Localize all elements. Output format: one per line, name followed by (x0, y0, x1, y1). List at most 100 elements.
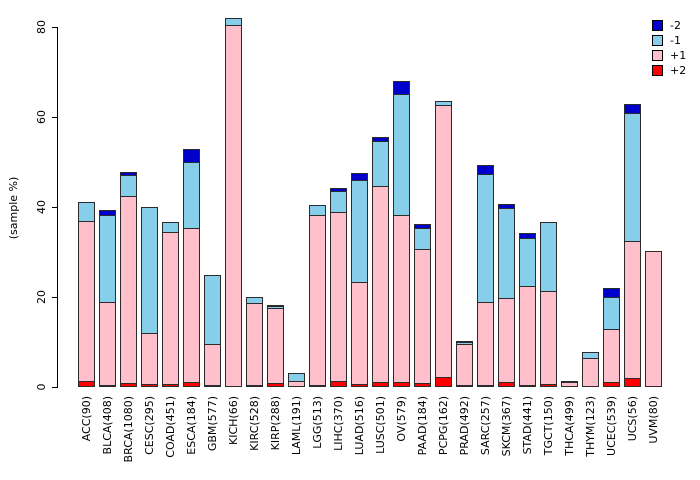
x-label-ACC(90): ACC(90) (79, 396, 93, 442)
legend-entry-+1: +1 (652, 48, 690, 62)
bar-PAAD(184) (413, 224, 431, 387)
bar-segment--2 (455, 341, 473, 344)
x-label-PAAD(184): PAAD(184) (415, 396, 429, 456)
y-tick-label-80: 80 (35, 20, 48, 34)
legend-entry-+2: +2 (652, 63, 690, 77)
bar-segment-+1 (266, 309, 284, 384)
legend-label--1: -1 (670, 33, 681, 47)
bar-SARC(257) (476, 165, 494, 387)
x-label-CESC(295): CESC(295) (142, 396, 156, 455)
bar-segment-+1 (308, 216, 326, 386)
legend: -2 -1 +1 +2 (652, 18, 690, 78)
x-label-LUSC(501): LUSC(501) (373, 396, 387, 454)
bar-segment-+2 (350, 385, 368, 387)
bar-segment-+1 (98, 302, 116, 386)
x-label-ESCA(184): ESCA(184) (184, 396, 198, 455)
bar-segment-+2 (371, 383, 389, 387)
x-label-LIHC(370): LIHC(370) (331, 396, 345, 451)
bar-STAD(441) (518, 233, 536, 387)
bar-segment-+2 (140, 385, 158, 387)
bar-segment--2 (350, 172, 368, 181)
bar-segment-+2 (455, 386, 473, 387)
bar-segment--2 (371, 136, 389, 143)
y-tick-label-40: 40 (35, 200, 48, 214)
bar-KIRC(528) (245, 297, 263, 387)
bar-ACC(90) (77, 201, 95, 387)
legend-entry--2: -2 (652, 18, 690, 32)
bar-segment-+2 (77, 382, 95, 387)
bar-BRCA(1080) (119, 171, 137, 387)
bar-segment-+1 (203, 345, 221, 386)
bar-segment-+2 (602, 383, 620, 387)
y-tick-label-60: 60 (35, 110, 48, 124)
bar-segment-+1 (602, 329, 620, 384)
bar-LAML(191) (287, 373, 305, 387)
x-label-GBM(577): GBM(577) (205, 396, 219, 452)
bar-segment--1 (476, 175, 494, 303)
bar-segment--2 (476, 165, 494, 176)
x-label-LGG(513): LGG(513) (310, 396, 324, 449)
y-tick-40 (52, 207, 57, 208)
bar-KIRP(288) (266, 305, 284, 387)
bar-segment-+2 (203, 386, 221, 387)
bar-segment--1 (560, 381, 578, 384)
x-label-PCPG(162): PCPG(162) (436, 396, 450, 456)
bar-segment--2 (329, 188, 347, 193)
bar-segment-+2 (182, 383, 200, 387)
bar-segment-+2 (518, 385, 536, 387)
bar-GBM(577) (203, 274, 221, 387)
bar-segment--1 (140, 207, 158, 335)
bar-segment-+1 (161, 233, 179, 385)
bar-segment-+1 (644, 251, 662, 387)
bar-segment-+1 (182, 229, 200, 384)
x-label-COAD(451): COAD(451) (163, 396, 177, 458)
legend-label-+1: +1 (670, 48, 687, 62)
legend-swatch--1 (652, 34, 663, 46)
y-axis-title: (sample %) (7, 176, 20, 240)
legend-label-+2: +2 (670, 63, 687, 77)
bar-segment--1 (497, 208, 515, 299)
bar-segment--1 (287, 373, 305, 382)
bar-segment--1 (203, 274, 221, 346)
bar-segment--2 (119, 171, 137, 176)
bar-segment--2 (518, 233, 536, 239)
bar-segment--1 (161, 221, 179, 234)
bar-segment--1 (98, 216, 116, 303)
bar-segment-+2 (266, 383, 284, 387)
bar-segment-+1 (476, 302, 494, 386)
bar-segment-+2 (623, 378, 641, 387)
bar-segment-+2 (245, 386, 263, 387)
x-label-UCS(56): UCS(56) (625, 396, 639, 442)
bar-segment-+2 (497, 383, 515, 387)
bar-PCPG(162) (434, 101, 452, 387)
bar-UCEC(539) (602, 288, 620, 387)
x-label-BLCA(408): BLCA(408) (100, 396, 114, 455)
bar-segment-+2 (392, 382, 410, 387)
y-tick-0 (52, 387, 57, 388)
legend-label--2: -2 (670, 18, 681, 32)
bar-segment-+2 (161, 384, 179, 387)
bar-segment-+1 (560, 383, 578, 387)
bar-segment--1 (623, 113, 641, 243)
bar-segment-+2 (539, 384, 557, 387)
y-tick-label-20: 20 (35, 290, 48, 304)
bar-UVM(80) (644, 251, 662, 387)
bar-segment--1 (245, 297, 263, 304)
bar-segment--2 (497, 203, 515, 209)
bar-segment-+2 (476, 385, 494, 387)
bar-segment-+1 (539, 292, 557, 385)
bar-segment-+1 (455, 345, 473, 386)
bar-segment--1 (413, 229, 431, 251)
bar-segment--2 (266, 305, 284, 308)
bar-segment--1 (308, 204, 326, 216)
x-label-OV(579): OV(579) (394, 396, 408, 442)
bar-THCA(499) (560, 381, 578, 387)
x-label-KIRP(288): KIRP(288) (268, 396, 282, 451)
bar-segment-+1 (245, 303, 263, 386)
legend-swatch--2 (652, 19, 663, 31)
bar-segment-+2 (434, 378, 452, 387)
x-label-UCEC(539): UCEC(539) (604, 396, 618, 456)
bar-LGG(513) (308, 204, 326, 387)
bar-segment-+1 (434, 105, 452, 378)
